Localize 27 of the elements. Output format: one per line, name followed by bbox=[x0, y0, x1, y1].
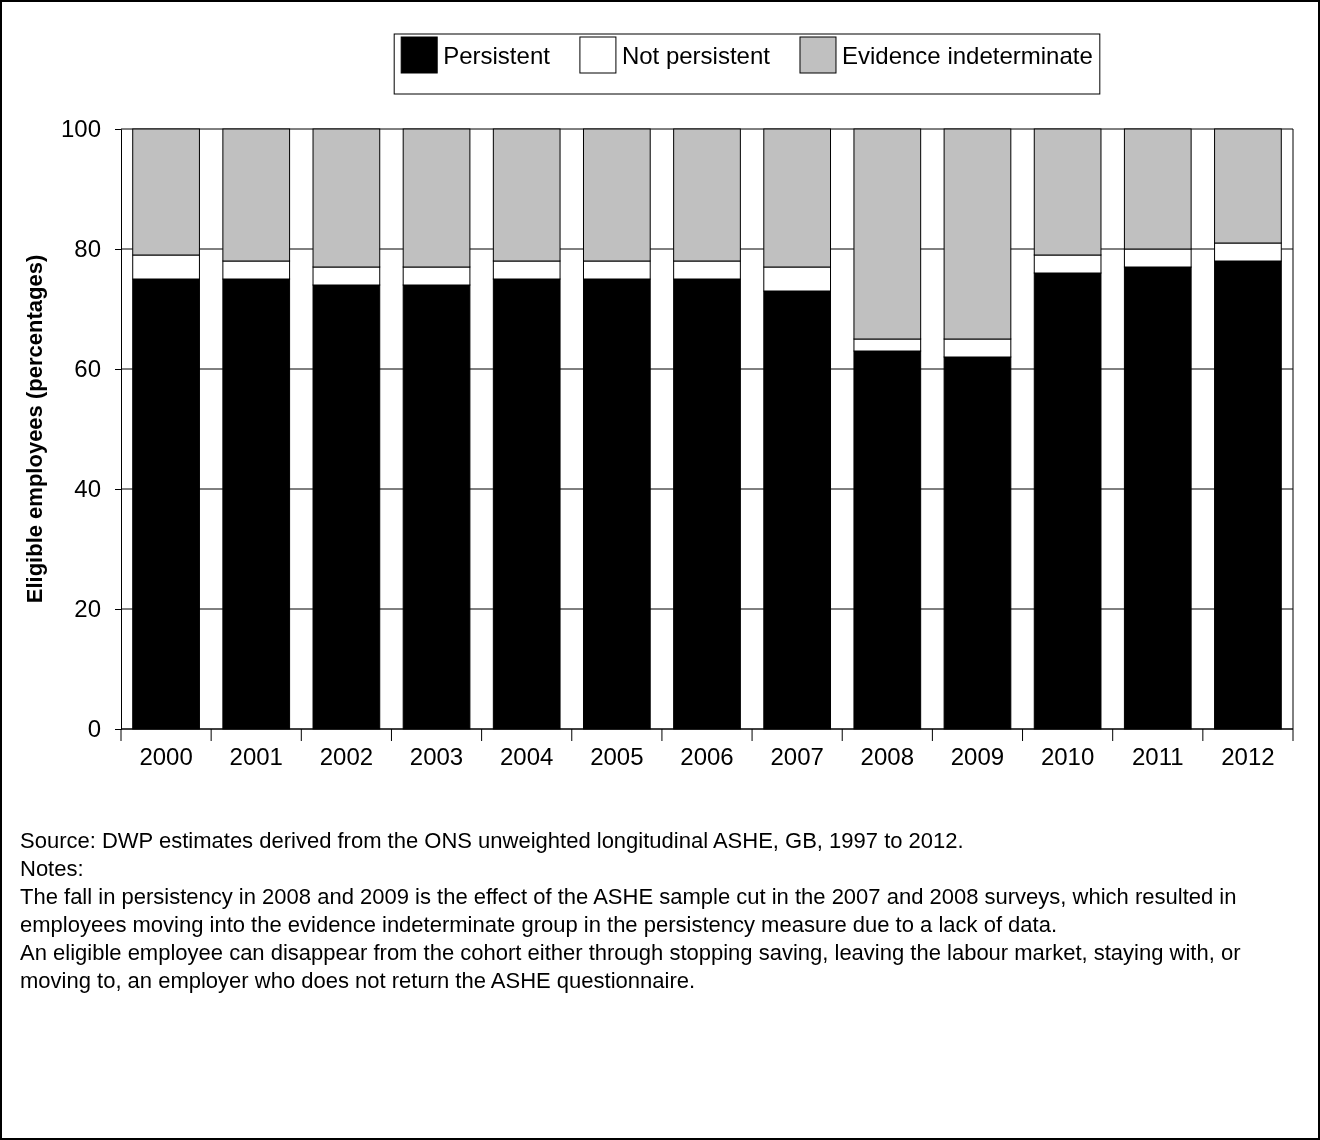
y-tick-label: 80 bbox=[74, 235, 101, 263]
text: An eligible employee can disappear from the cohort either through stopping saving, leaving the labour market, staying with, or moving to, an employer who does not return the ASHE questionnaire. bbox=[20, 940, 1241, 993]
x-tick-label: 2005 bbox=[590, 743, 644, 770]
legend-label: Evidence indeterminate bbox=[841, 42, 1093, 69]
x-tick-label: 2002 bbox=[319, 743, 374, 770]
x-tick-label: 2011 bbox=[1131, 743, 1184, 770]
x-tick-label: 2007 bbox=[770, 743, 824, 770]
text: The fall in persistency in 2008 and 2009 is the effect of the ASHE sample cut in the 2007 and 2008 surveys, which resulted in employees moving into the evidence indeterminate group in the persistency measure due to a lack of data. bbox=[20, 884, 1237, 937]
x-tick-label: 2010 bbox=[1040, 743, 1095, 770]
x-tick-label: 2000 bbox=[139, 743, 193, 770]
x-tick-label: 2012 bbox=[1221, 743, 1275, 770]
y-tick-label: 40 bbox=[74, 475, 101, 503]
y-tick-label: 60 bbox=[74, 355, 101, 383]
legend-label: Not persistent bbox=[621, 42, 771, 69]
x-tick-label: 2006 bbox=[680, 743, 734, 770]
text: Notes: bbox=[20, 856, 84, 881]
y-tick-label: 100 bbox=[60, 115, 101, 143]
y-tick-label: 20 bbox=[74, 595, 101, 623]
x-tick-label: 2004 bbox=[500, 743, 554, 770]
y-axis-title: Eligible employees (percentages) bbox=[22, 254, 47, 604]
legend-label: Persistent bbox=[443, 42, 551, 69]
x-tick-label: 2001 bbox=[229, 743, 283, 770]
y-tick-label: 0 bbox=[87, 715, 101, 743]
source-note: Source: DWP estimates derived from the ONS unweighted longitudinal ASHE, GB, 1997 to 2012. bbox=[20, 828, 964, 853]
x-tick-label: 2009 bbox=[950, 743, 1005, 770]
x-tick-label: 2008 bbox=[860, 743, 914, 770]
x-tick-label: 2003 bbox=[409, 743, 464, 770]
